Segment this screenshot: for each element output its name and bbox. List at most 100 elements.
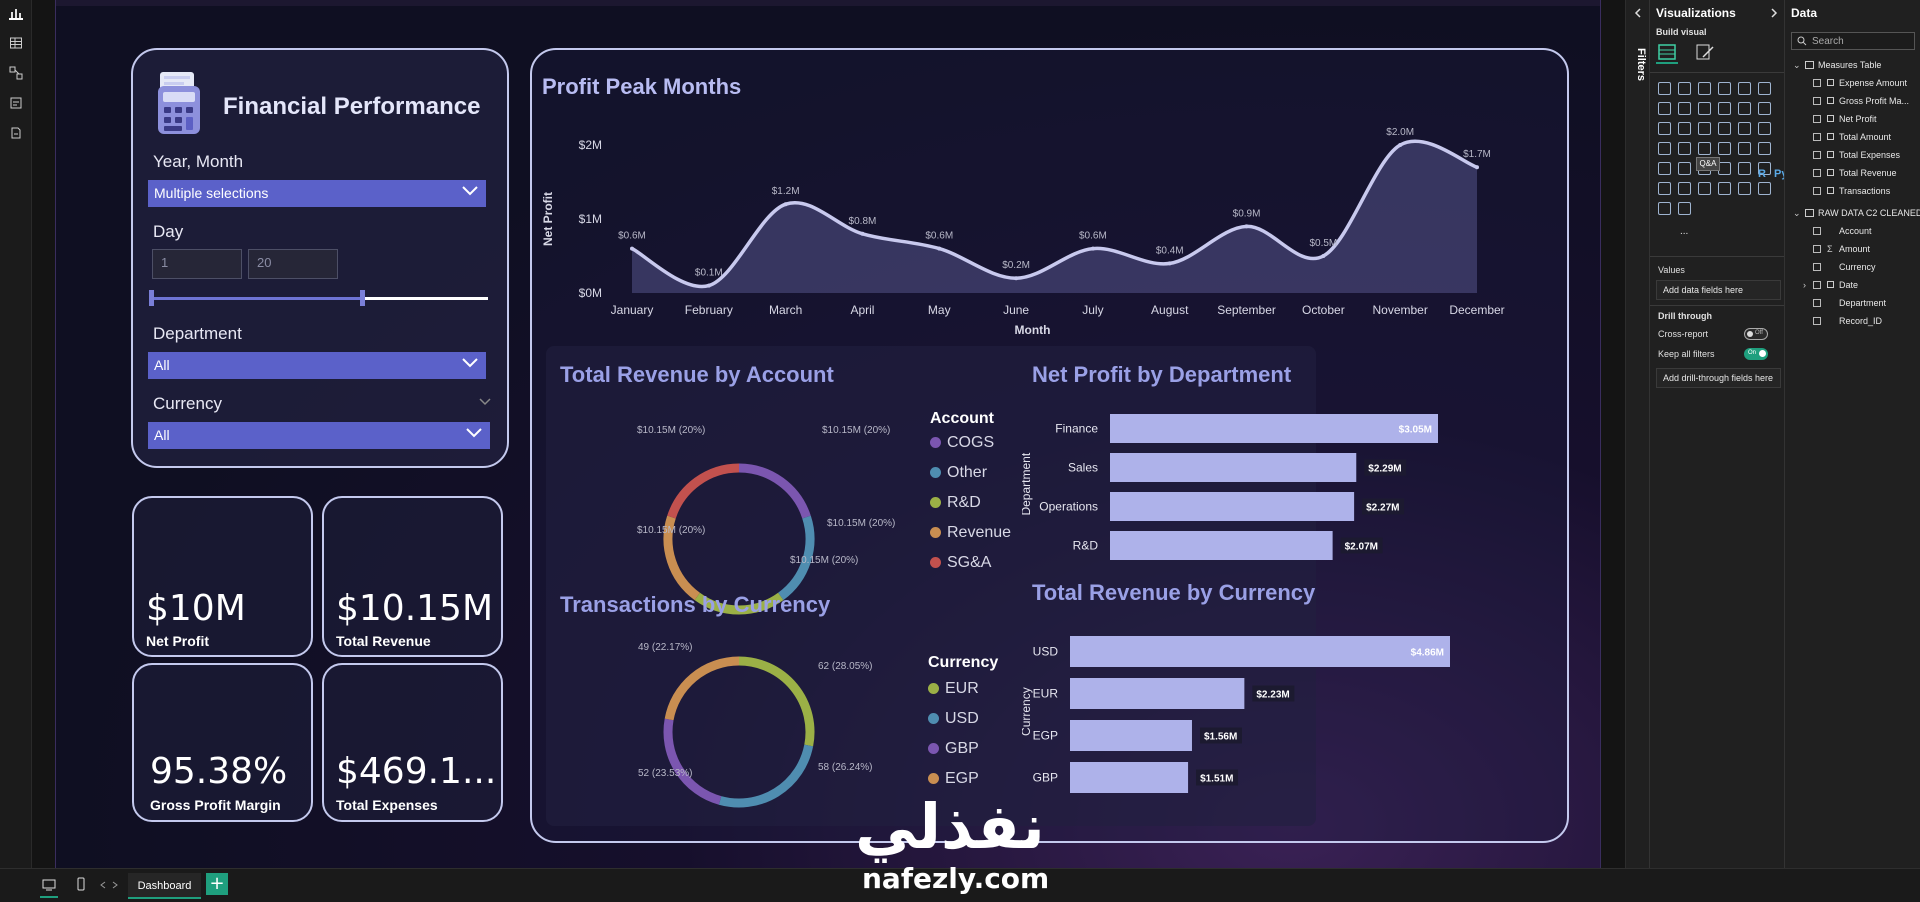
profit-line-chart[interactable]: $0M $1M $2M $0.6M January $0.1M February $1.2M M… [532,110,1567,340]
field-checkbox[interactable] [1813,227,1821,235]
keep-all-filters-toggle[interactable]: On [1744,348,1768,360]
mobile-layout-icon[interactable] [76,877,86,891]
donut-slice[interactable] [694,592,784,615]
field-item[interactable]: Total Amount [1813,132,1891,146]
day-min-input[interactable]: 1 [152,249,242,279]
bar[interactable] [1110,492,1355,521]
prev-page-icon[interactable] [100,881,106,889]
data-point[interactable] [1321,254,1326,258]
field-item[interactable]: Net Profit [1813,114,1877,128]
data-point[interactable] [1475,165,1479,170]
visual-type-icon[interactable] [1758,142,1771,155]
field-checkbox[interactable] [1813,133,1821,141]
desktop-layout-icon[interactable] [42,878,56,892]
donut-slice[interactable] [738,463,811,519]
field-item[interactable]: Total Revenue [1813,168,1897,182]
field-item[interactable]: Department [1813,298,1886,312]
table-node[interactable]: ⌄ Measures Table [1793,60,1881,74]
data-point[interactable] [1167,261,1172,266]
visual-type-icon[interactable] [1678,82,1691,95]
filters-pane-collapsed[interactable]: Filters [1625,0,1649,868]
chevron-right-icon[interactable] [1770,8,1778,18]
visual-type-icon[interactable] [1658,102,1671,115]
dax-query-icon[interactable] [9,96,23,110]
legend-item[interactable]: Revenue [930,524,1011,542]
revenue-by-account-donut[interactable]: $10.15M (20%) $10.15M (20%) $10.15M (20%) $… [552,395,912,615]
data-search-input[interactable]: Search [1791,32,1915,50]
values-drop-zone[interactable]: Add data fields here [1656,280,1781,300]
visual-type-icon[interactable] [1718,122,1731,135]
cross-report-toggle[interactable]: Off [1744,328,1768,340]
department-dropdown[interactable]: All [148,352,486,379]
visual-type-icon[interactable] [1698,122,1711,135]
field-checkbox[interactable] [1813,245,1821,253]
visual-type-icon[interactable] [1758,122,1771,135]
visual-type-icon[interactable] [1658,142,1671,155]
data-point[interactable] [937,246,942,251]
donut-slice[interactable] [663,515,701,601]
visual-type-icon[interactable] [1738,162,1751,175]
data-point[interactable] [783,202,788,207]
visual-type-icon[interactable] [1738,82,1751,95]
data-point[interactable] [1244,224,1249,229]
more-visuals-button[interactable]: ... [1680,226,1689,237]
legend-item[interactable]: EGP [928,770,979,788]
visual-type-icon[interactable] [1738,102,1751,115]
field-item[interactable]: Account [1813,226,1872,240]
legend-item[interactable]: EUR [928,680,979,698]
data-point[interactable] [1090,246,1095,251]
add-page-button[interactable]: + [206,873,228,895]
visual-type-icon[interactable] [1698,102,1711,115]
field-checkbox[interactable] [1813,115,1821,123]
visual-type-icon[interactable] [1698,182,1711,195]
chevron-down-icon[interactable] [479,398,491,406]
bar[interactable] [1110,531,1333,560]
report-view-icon[interactable] [9,6,23,20]
visual-type-icon[interactable] [1758,162,1771,175]
visual-type-icon[interactable] [1698,82,1711,95]
visual-type-icon[interactable] [1718,142,1731,155]
build-visual-tab[interactable] [1656,42,1678,64]
donut-slice[interactable] [777,515,815,601]
bar[interactable] [1070,678,1245,709]
donut-slice[interactable] [738,656,815,747]
field-item[interactable]: Expense Amount [1813,78,1907,92]
next-page-icon[interactable] [112,881,118,889]
visual-type-icon[interactable] [1658,162,1671,175]
visual-type-icon[interactable] [1738,122,1751,135]
bar[interactable] [1070,636,1450,667]
bar[interactable] [1070,762,1189,793]
year-month-dropdown[interactable]: Multiple selections [148,180,486,207]
visual-type-icon[interactable] [1758,102,1771,115]
donut-slice[interactable] [718,744,814,808]
field-checkbox[interactable] [1813,187,1821,195]
legend-item[interactable]: R&D [930,494,981,512]
field-checkbox[interactable] [1813,97,1821,105]
visual-type-icon[interactable] [1678,142,1691,155]
field-checkbox[interactable] [1813,263,1821,271]
visual-type-icon[interactable] [1698,142,1711,155]
model-view-icon[interactable] [9,66,23,80]
field-item[interactable]: Total Expenses [1813,150,1900,164]
field-item[interactable]: › Date [1803,280,1858,294]
field-checkbox[interactable] [1813,79,1821,87]
legend-item[interactable]: SG&A [930,554,991,572]
donut-slice[interactable] [664,656,740,721]
field-item[interactable]: Σ Amount [1813,244,1870,258]
r-script-visual-icon[interactable]: R [1758,168,1766,180]
visual-type-icon[interactable] [1678,202,1691,215]
field-item[interactable]: Gross Profit Ma... [1813,96,1909,110]
visual-type-icon[interactable] [1658,122,1671,135]
currency-dropdown[interactable]: All [148,422,490,449]
visual-type-icon[interactable] [1758,82,1771,95]
chevron-right-icon[interactable]: › [1803,280,1806,290]
visual-type-icon[interactable] [1678,102,1691,115]
legend-item[interactable]: GBP [928,740,979,758]
net-profit-by-dept-bar[interactable]: Finance $3.05M Sales $2.29M Operations $2.27M… [1022,400,1492,580]
visual-type-icon[interactable] [1658,182,1671,195]
day-max-input[interactable]: 20 [248,249,338,279]
donut-slice[interactable] [667,463,740,519]
visual-type-icon[interactable] [1678,162,1691,175]
field-checkbox[interactable] [1813,281,1821,289]
table-node[interactable]: ⌄ RAW DATA C2 CLEANED [1793,208,1920,222]
